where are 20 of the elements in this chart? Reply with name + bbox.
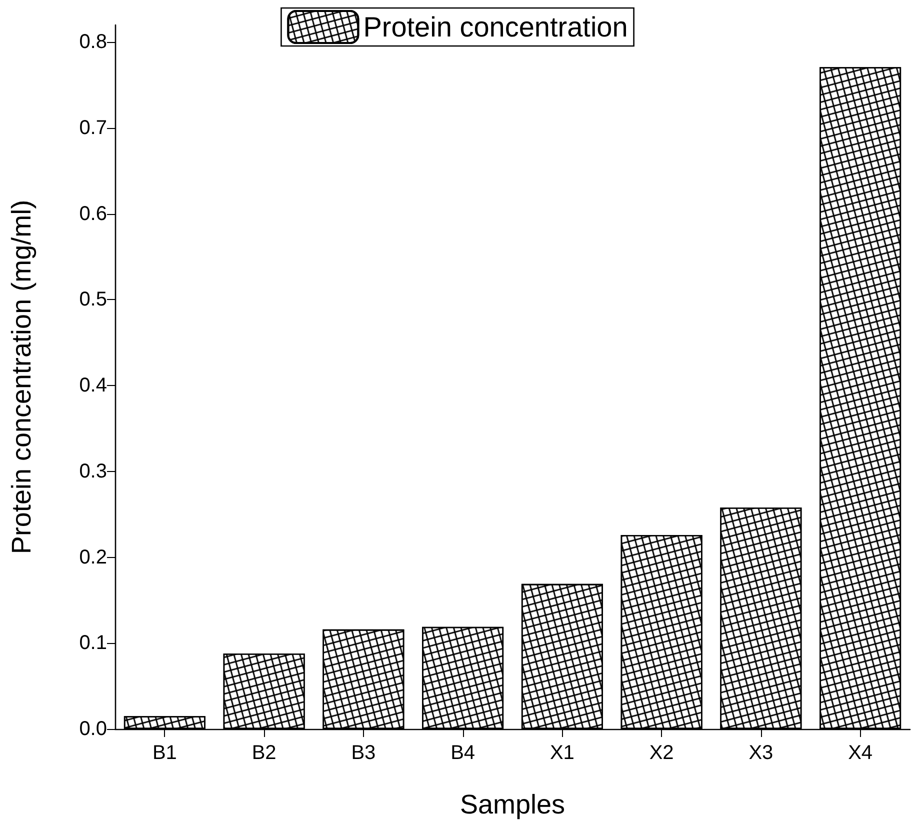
y-tick-label: 0.8 xyxy=(79,31,107,54)
x-tick-label: X2 xyxy=(649,742,674,764)
y-tick-label: 0.4 xyxy=(79,374,107,397)
y-tick-label: 0.2 xyxy=(79,546,107,568)
y-tick-label: 0.6 xyxy=(79,202,107,225)
x-tick-label: B2 xyxy=(252,742,276,764)
x-tick-label: X3 xyxy=(748,742,774,764)
x-tick-label: B4 xyxy=(450,742,476,764)
x-tick-label: X1 xyxy=(550,742,574,764)
legend-label: Protein concentration xyxy=(363,12,628,42)
y-tick-label: 0.0 xyxy=(79,718,107,740)
y-tick-label: 0.3 xyxy=(79,460,107,482)
y-axis-title: Protein concentration (mg/ml) xyxy=(6,200,36,554)
y-tick-label: 0.1 xyxy=(79,632,107,654)
y-tick-label: 0.5 xyxy=(79,288,107,311)
y-tick-label: 0.7 xyxy=(79,117,107,140)
x-tick-label: B1 xyxy=(152,742,177,764)
x-tick-label: X4 xyxy=(848,742,873,764)
x-axis-title: Samples xyxy=(460,790,566,820)
x-tick-label: B3 xyxy=(351,742,376,764)
